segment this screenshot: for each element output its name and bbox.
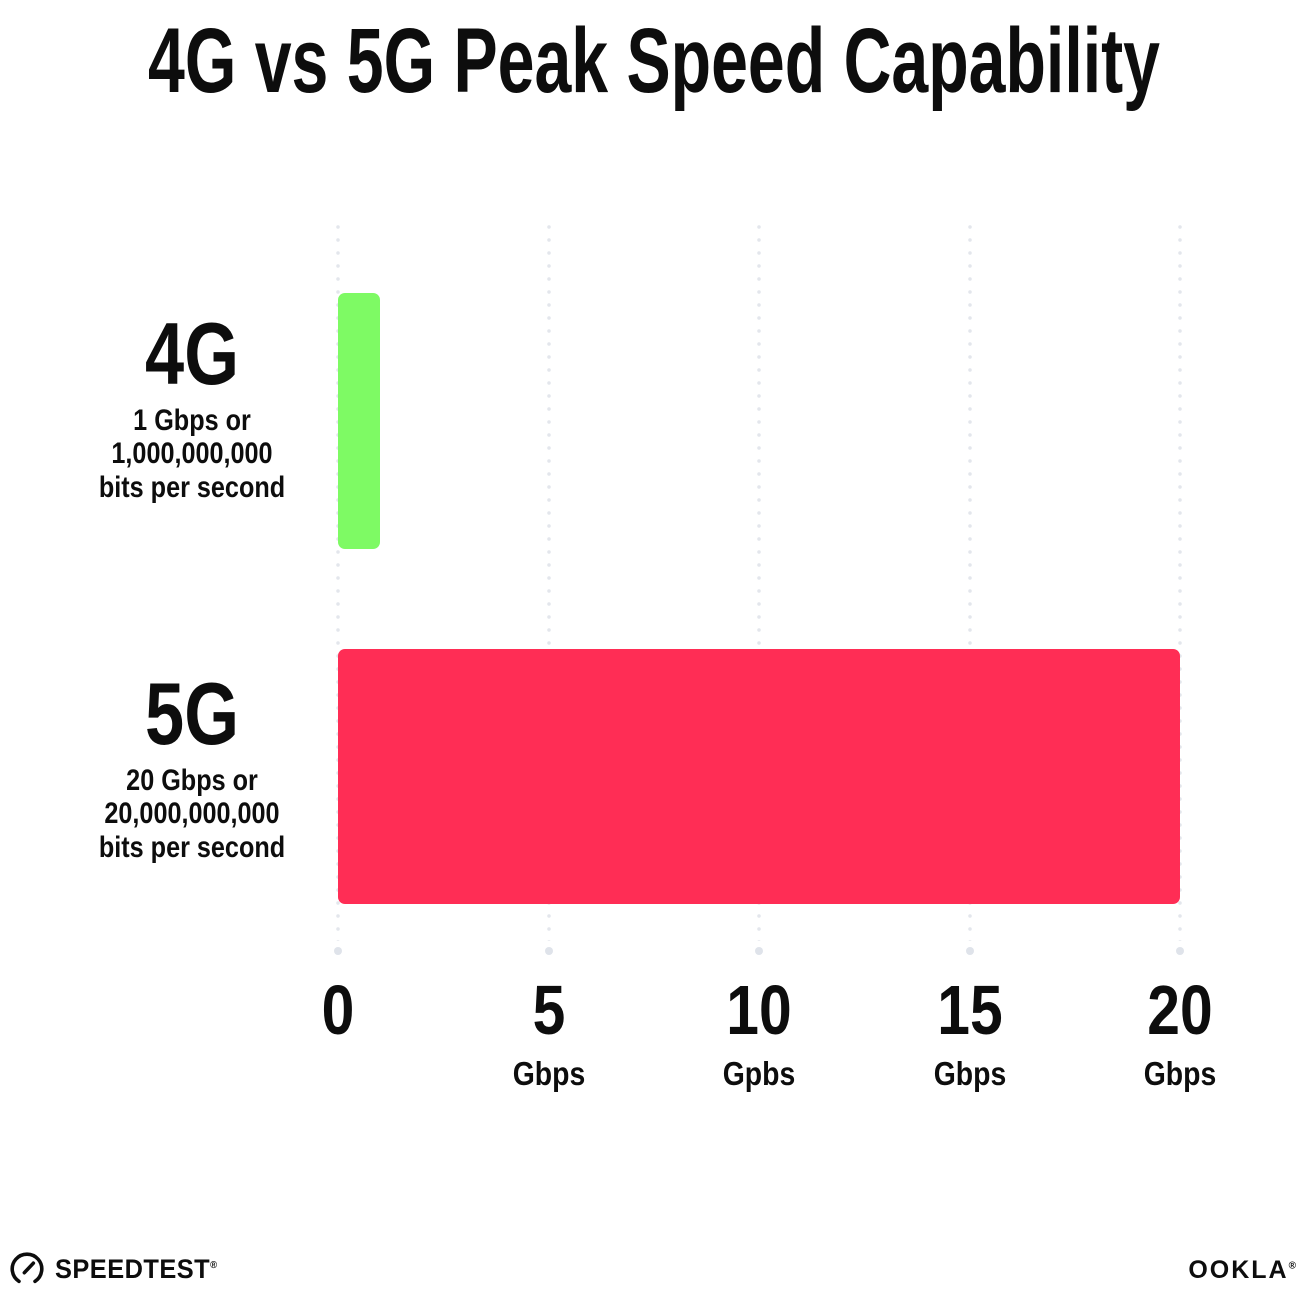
chart-title: 4G vs 5G Peak Speed Capability	[148, 12, 1160, 112]
plot-area	[334, 225, 1184, 955]
x-tick-label-20: 20	[1147, 971, 1213, 1049]
x-tick-unit-5: Gbps	[512, 1055, 585, 1092]
ookla-logo: OOKLA®	[1188, 1256, 1298, 1285]
x-tick-5: 5 Gbps	[506, 975, 590, 1093]
row-sublabel-5g-line1: 20 Gbps or	[126, 763, 258, 797]
x-tick-0: 0	[319, 975, 358, 1045]
row-label-block-4g: 4G 1 Gbps or 1,000,000,000 bits per seco…	[40, 304, 344, 505]
row-label-block-5g: 5G 20 Gbps or 20,000,000,000 bits per se…	[40, 664, 344, 865]
x-tick-label-15: 15	[936, 971, 1003, 1049]
speedtest-wordmark: SPEEDTEST®	[55, 1254, 218, 1285]
row-sublabel-5g-line2: 20,000,000,000	[104, 797, 280, 831]
gridline-end-dot-15	[965, 947, 974, 955]
x-tick-unit-10: Gpbs	[722, 1055, 796, 1092]
bar-4g	[338, 293, 381, 549]
row-label-5g: 5G	[145, 664, 239, 763]
gridline-15	[967, 225, 972, 941]
x-tick-label-5: 5	[532, 971, 565, 1049]
gridline-10	[757, 225, 761, 941]
chart-title-text: 4G vs 5G Peak Speed Capability	[148, 12, 1160, 112]
x-tick-label-0: 0	[321, 971, 355, 1049]
x-tick-label-10: 10	[726, 971, 792, 1049]
row-sublabel-4g-line1: 1 Gbps or	[133, 403, 251, 437]
x-tick-unit-15: Gbps	[933, 1055, 1006, 1092]
speedtest-registered-mark: ®	[210, 1259, 218, 1271]
x-tick-10: 10 Gpbs	[717, 975, 801, 1093]
x-tick-unit-20: Gbps	[1143, 1055, 1217, 1092]
gridline-20	[1178, 225, 1182, 941]
x-tick-20: 20 Gbps	[1138, 975, 1222, 1093]
row-label-4g: 4G	[145, 304, 239, 403]
bar-5g	[338, 649, 1180, 904]
ookla-registered-mark: ®	[1288, 1260, 1298, 1272]
speedometer-icon	[10, 1252, 44, 1284]
ookla-label: OOKLA	[1188, 1256, 1289, 1284]
row-sublabel-4g-line3: bits per second	[98, 470, 286, 504]
gridline-end-dot-0	[334, 947, 342, 955]
gridline-5	[546, 225, 551, 941]
page-title: 4G vs 5G Peak Speed Capability	[0, 12, 1308, 120]
speedtest-logo: SPEEDTEST®	[8, 1250, 228, 1288]
ookla-wordmark: OOKLA®	[1188, 1256, 1298, 1284]
gridline-0	[336, 225, 340, 941]
row-sublabel-4g-line2: 1,000,000,000	[111, 437, 273, 471]
gridline-end-dot-5	[544, 947, 553, 955]
gridline-end-dot-20	[1176, 947, 1184, 955]
row-sublabel-4g: 1 Gbps or 1,000,000,000 bits per second	[40, 404, 344, 505]
row-sublabel-5g-line3: bits per second	[98, 830, 286, 864]
gridline-end-dot-10	[755, 947, 763, 955]
x-tick-15: 15 Gbps	[927, 975, 1011, 1093]
x-axis: 0 5 Gbps 10 Gpbs 15 Gbps 20 Gbps	[0, 975, 1308, 1105]
speedtest-label: SPEEDTEST	[55, 1253, 211, 1284]
row-sublabel-5g: 20 Gbps or 20,000,000,000 bits per secon…	[40, 764, 344, 865]
